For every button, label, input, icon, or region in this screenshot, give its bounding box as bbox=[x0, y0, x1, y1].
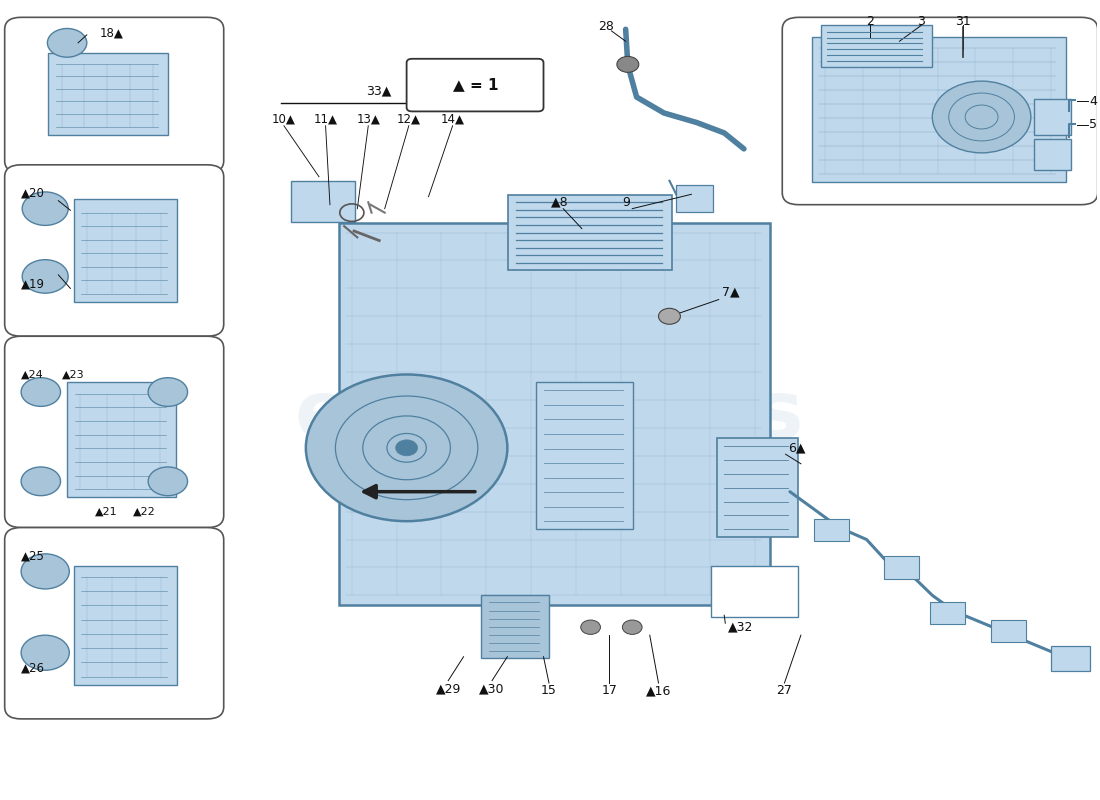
Circle shape bbox=[396, 440, 418, 456]
FancyBboxPatch shape bbox=[4, 336, 223, 527]
Circle shape bbox=[617, 56, 639, 72]
Circle shape bbox=[623, 620, 642, 634]
Text: 17: 17 bbox=[602, 685, 617, 698]
Text: ▲22: ▲22 bbox=[133, 506, 155, 517]
FancyBboxPatch shape bbox=[74, 566, 177, 685]
Text: ▲21: ▲21 bbox=[95, 506, 117, 517]
FancyBboxPatch shape bbox=[4, 527, 223, 719]
FancyBboxPatch shape bbox=[290, 181, 355, 222]
FancyBboxPatch shape bbox=[339, 223, 770, 605]
Text: ▲30: ▲30 bbox=[480, 682, 505, 695]
Circle shape bbox=[21, 378, 60, 406]
Text: ▲19: ▲19 bbox=[21, 278, 45, 291]
FancyBboxPatch shape bbox=[1050, 646, 1090, 671]
Circle shape bbox=[659, 308, 681, 324]
Text: ▲29: ▲29 bbox=[436, 682, 461, 695]
Text: ▲32: ▲32 bbox=[727, 621, 752, 634]
Text: 18▲: 18▲ bbox=[100, 26, 124, 40]
Text: ▲20: ▲20 bbox=[21, 186, 45, 199]
FancyBboxPatch shape bbox=[676, 185, 713, 212]
Text: 13▲: 13▲ bbox=[356, 113, 381, 126]
FancyBboxPatch shape bbox=[508, 195, 672, 270]
Text: ▲16: ▲16 bbox=[646, 685, 671, 698]
FancyBboxPatch shape bbox=[536, 382, 634, 529]
Text: 14▲: 14▲ bbox=[441, 113, 464, 126]
FancyBboxPatch shape bbox=[931, 602, 965, 624]
Circle shape bbox=[22, 192, 68, 226]
Text: 9: 9 bbox=[623, 196, 630, 209]
Text: ▲25: ▲25 bbox=[21, 550, 45, 562]
FancyBboxPatch shape bbox=[716, 438, 798, 537]
Text: 4: 4 bbox=[1089, 94, 1097, 107]
Text: 10▲: 10▲ bbox=[272, 113, 296, 126]
FancyBboxPatch shape bbox=[48, 54, 168, 134]
Circle shape bbox=[21, 467, 60, 496]
Text: 5: 5 bbox=[1089, 118, 1097, 131]
Text: ▲24: ▲24 bbox=[21, 370, 44, 379]
Text: 11▲: 11▲ bbox=[314, 113, 338, 126]
Circle shape bbox=[47, 29, 87, 57]
FancyBboxPatch shape bbox=[67, 382, 176, 498]
Text: 7▲: 7▲ bbox=[722, 286, 739, 299]
Text: a passion...: a passion... bbox=[414, 474, 684, 517]
FancyBboxPatch shape bbox=[711, 566, 798, 617]
Text: 2: 2 bbox=[866, 15, 873, 28]
FancyBboxPatch shape bbox=[814, 518, 849, 541]
FancyBboxPatch shape bbox=[481, 595, 549, 658]
FancyBboxPatch shape bbox=[407, 58, 543, 111]
FancyBboxPatch shape bbox=[1034, 99, 1071, 134]
Circle shape bbox=[148, 467, 188, 496]
FancyBboxPatch shape bbox=[782, 18, 1098, 205]
Text: ▲8: ▲8 bbox=[551, 196, 569, 209]
Text: 31: 31 bbox=[955, 15, 971, 28]
Text: 28: 28 bbox=[598, 21, 614, 34]
Text: 3: 3 bbox=[917, 15, 925, 28]
FancyBboxPatch shape bbox=[1034, 139, 1071, 170]
FancyBboxPatch shape bbox=[74, 199, 177, 302]
Circle shape bbox=[933, 81, 1031, 153]
Text: ▲23: ▲23 bbox=[62, 370, 85, 379]
Text: 6▲: 6▲ bbox=[788, 442, 805, 454]
FancyBboxPatch shape bbox=[821, 26, 933, 66]
FancyBboxPatch shape bbox=[4, 18, 223, 173]
FancyBboxPatch shape bbox=[4, 165, 223, 336]
FancyBboxPatch shape bbox=[884, 556, 920, 578]
Circle shape bbox=[21, 635, 69, 670]
Text: 33▲: 33▲ bbox=[366, 84, 392, 97]
Text: ▲26: ▲26 bbox=[21, 662, 45, 674]
FancyBboxPatch shape bbox=[991, 620, 1026, 642]
Circle shape bbox=[148, 378, 188, 406]
Circle shape bbox=[306, 374, 507, 521]
Text: 12▲: 12▲ bbox=[397, 113, 421, 126]
Text: eurospares: eurospares bbox=[294, 377, 804, 455]
FancyBboxPatch shape bbox=[812, 38, 1066, 182]
Circle shape bbox=[21, 554, 69, 589]
Text: 15: 15 bbox=[541, 685, 557, 698]
Text: ▲ = 1: ▲ = 1 bbox=[453, 78, 498, 93]
Text: 27: 27 bbox=[777, 685, 792, 698]
Circle shape bbox=[581, 620, 601, 634]
Circle shape bbox=[22, 260, 68, 293]
